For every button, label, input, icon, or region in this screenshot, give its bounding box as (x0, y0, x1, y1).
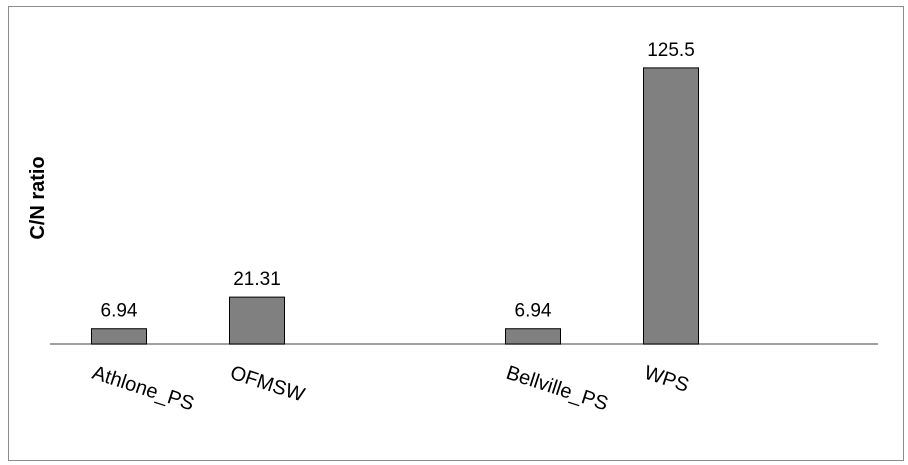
chart-frame (8, 6, 904, 461)
data-label-athlone_ps: 6.94 (101, 301, 138, 322)
x-tick-label-ofmsw: OFMSW (227, 362, 307, 407)
x-tick-label-wps: WPS (641, 362, 691, 397)
data-label-ofmsw: 21.31 (233, 269, 281, 290)
x-tick-label-athlone_ps: Athlone_PS (89, 362, 196, 416)
bar-ofmsw (229, 296, 285, 345)
bar-wps (643, 67, 699, 345)
y-axis-title: C/N ratio (27, 156, 49, 239)
data-label-wps: 125.5 (647, 40, 695, 61)
bar-athlone_ps (91, 328, 147, 345)
x-tick-label-bellville_ps: Bellville_PS (503, 362, 610, 416)
bar-bellville_ps (505, 328, 561, 345)
data-label-bellville_ps: 6.94 (515, 301, 552, 322)
